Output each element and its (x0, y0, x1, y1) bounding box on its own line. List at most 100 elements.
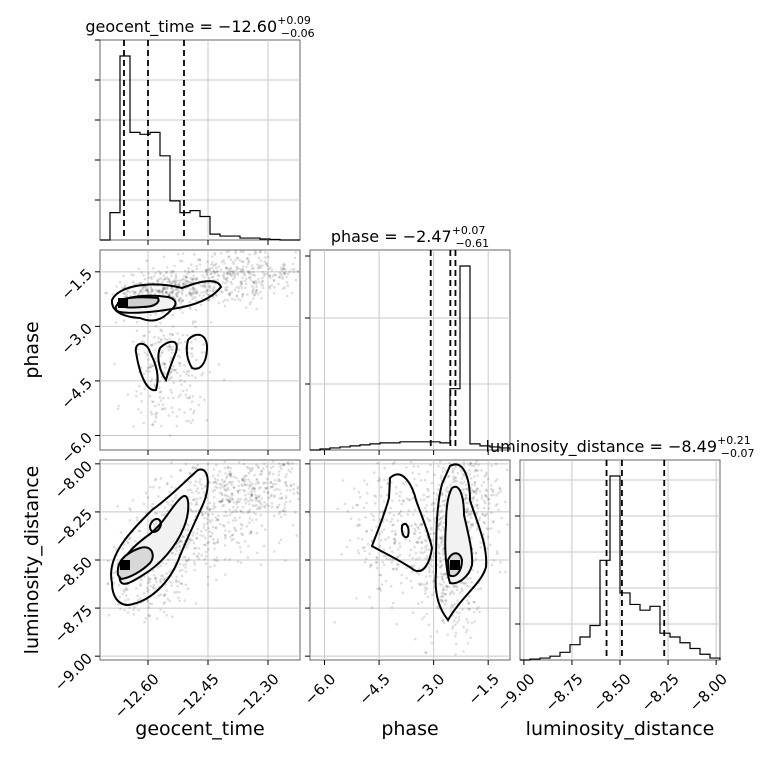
scatter-point (259, 250, 262, 254)
scatter-point (431, 593, 434, 596)
panel-2d-geocent-luminosity (99, 459, 301, 661)
scatter-point (443, 572, 447, 576)
scatter-point (170, 375, 174, 379)
scatter-point (291, 524, 295, 527)
scatter-point (478, 610, 481, 614)
scatter-point (160, 352, 163, 355)
panel-frame (99, 249, 301, 451)
scatter-point (423, 507, 427, 510)
scatter-point (224, 510, 227, 514)
contour-outer (434, 463, 488, 622)
scatter-point (461, 488, 464, 492)
scatter-point (284, 510, 287, 513)
scatter-point (128, 537, 132, 540)
scatter-point (419, 583, 422, 587)
scatter-point (139, 289, 143, 293)
scatter-point (417, 472, 421, 476)
scatter-point (243, 483, 247, 487)
scatter-point (469, 636, 472, 640)
scatter-point (241, 293, 244, 297)
scatter-point (164, 562, 168, 565)
scatter-point (438, 582, 442, 586)
scatter-point (223, 298, 227, 302)
scatter-point (260, 497, 264, 501)
scatter-point (242, 250, 245, 254)
scatter-point (241, 268, 244, 271)
scatter-point (223, 536, 227, 540)
scatter-point (134, 290, 137, 294)
scatter-point (348, 539, 352, 542)
scatter-point (163, 363, 167, 366)
scatter-point (149, 485, 152, 489)
scatter-point (159, 564, 162, 568)
scatter-point (191, 280, 194, 284)
scatter-point (457, 618, 461, 622)
scatter-point (176, 294, 179, 298)
scatter-point (175, 291, 179, 295)
scatter-point (473, 470, 477, 473)
scatter-point (220, 478, 224, 482)
scatter-point (235, 476, 238, 480)
scatter-point (464, 631, 468, 634)
scatter-point (478, 516, 482, 520)
scatter-point (383, 478, 386, 482)
scatter-point (252, 487, 255, 490)
scatter-point (468, 607, 472, 611)
scatter-point (448, 592, 452, 596)
scatter-point (223, 466, 227, 470)
scatter-point (190, 346, 194, 350)
scatter-point (247, 466, 250, 470)
scatter-point (163, 372, 166, 376)
scatter-point (150, 289, 154, 293)
scatter-point (223, 460, 227, 464)
scatter-point (156, 341, 160, 344)
scatter-point (262, 482, 265, 485)
scatter-point (221, 499, 224, 503)
scatter-point (206, 541, 209, 545)
scatter-point (380, 494, 383, 498)
scatter-point (178, 548, 182, 552)
scatter-point (441, 553, 445, 556)
scatter-point (404, 538, 408, 541)
scatter-point (190, 421, 193, 425)
scatter-point (288, 270, 291, 274)
scatter-point (250, 493, 254, 496)
scatter-point (472, 497, 476, 501)
scatter-point (193, 563, 197, 566)
scatter-point (420, 601, 424, 604)
scatter-point (187, 292, 191, 295)
scatter-point (390, 606, 394, 609)
scatter-point (429, 532, 432, 535)
scatter-point (212, 289, 215, 293)
scatter-point (292, 492, 296, 495)
scatter-point (187, 557, 191, 560)
scatter-point (175, 371, 179, 375)
scatter-point (167, 396, 170, 400)
scatter-point (200, 284, 203, 288)
scatter-point (264, 262, 268, 265)
scatter-point (178, 545, 181, 548)
scatter-point (263, 506, 267, 509)
scatter-point (285, 473, 288, 476)
scatter-point (411, 556, 414, 560)
scatter-point (292, 488, 296, 491)
scatter-point (455, 611, 459, 614)
scatter-point (249, 499, 252, 502)
scatter-point (439, 504, 442, 508)
scatter-point (413, 527, 416, 531)
scatter-point (250, 493, 253, 497)
scatter-point (258, 507, 261, 511)
scatter-point (178, 361, 182, 365)
scatter-point (284, 475, 288, 479)
scatter-point (255, 285, 258, 289)
scatter-point (183, 380, 186, 383)
scatter-point (461, 482, 464, 485)
scatter-point (208, 277, 211, 280)
scatter-point (161, 288, 165, 291)
scatter-point (474, 462, 477, 466)
scatter-point (156, 281, 160, 284)
scatter-point (157, 289, 160, 293)
scatter-point (190, 539, 194, 542)
scatter-point (234, 519, 238, 522)
scatter-point (447, 474, 451, 478)
